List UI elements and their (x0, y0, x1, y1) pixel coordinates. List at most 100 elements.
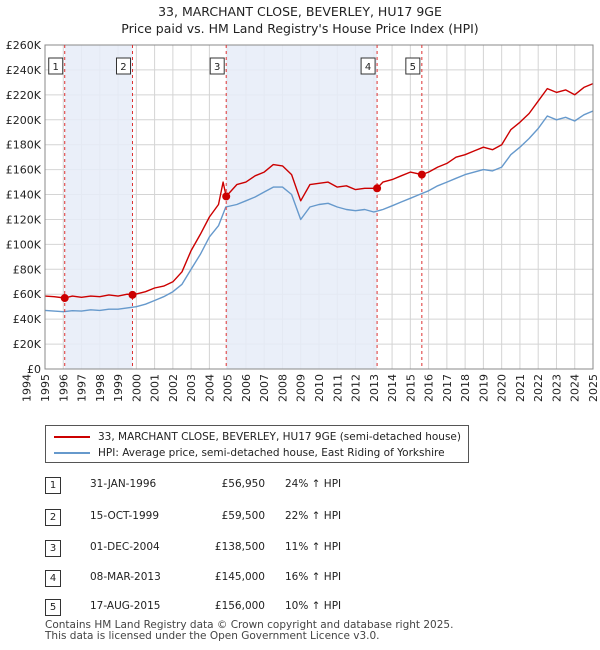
x-tick-label: 2014 (386, 374, 399, 402)
sale-hpi-delta: 22% ↑ HPI (285, 510, 342, 522)
y-tick-label: £180K (6, 139, 42, 152)
x-tick-label: 1998 (94, 374, 107, 402)
x-tick-label: 2011 (331, 374, 344, 402)
sale-point (222, 192, 231, 201)
footer-license: This data is licensed under the Open Gov… (45, 630, 380, 642)
x-tick-label: 2013 (368, 374, 381, 402)
sale-number-box: 3 (45, 540, 61, 557)
x-tick-label: 2002 (167, 374, 180, 402)
footer-copyright: Contains HM Land Registry data © Crown c… (45, 619, 454, 631)
x-tick-label: 2020 (496, 374, 509, 402)
x-tick-label: 2010 (313, 374, 326, 402)
x-tick-label: 2005 (222, 374, 235, 402)
sale-number-box: 4 (45, 570, 61, 587)
sale-price: £138,500 (214, 541, 265, 553)
y-tick-label: £80K (13, 263, 42, 276)
sale-period-band (64, 45, 133, 369)
x-tick-label: 2006 (240, 374, 253, 402)
chart-title: 33, MARCHANT CLOSE, BEVERLEY, HU17 9GE (158, 4, 442, 19)
legend-item-property: 33, MARCHANT CLOSE, BEVERLEY, HU17 9GE (… (54, 429, 461, 445)
series-line-hpi (44, 110, 594, 313)
x-tick-label: 2003 (185, 374, 198, 402)
chart-title-block: 33, MARCHANT CLOSE, BEVERLEY, HU17 9GE P… (0, 3, 600, 37)
sale-label-box (209, 57, 225, 75)
y-tick-label: £120K (6, 213, 42, 226)
table-row: 2 15-OCT-1999 £59,500 22% ↑ HPI (45, 505, 465, 529)
x-tick-label: 2021 (514, 374, 527, 402)
y-tick-label: £100K (6, 238, 42, 251)
sale-label-number: 4 (365, 62, 371, 73)
x-tick-label: 1999 (112, 374, 125, 402)
table-row: 3 01-DEC-2004 £138,500 11% ↑ HPI (45, 536, 465, 560)
sale-hpi-delta: 16% ↑ HPI (285, 571, 342, 583)
x-tick-label: 2007 (258, 374, 271, 402)
sale-point (373, 184, 382, 193)
x-tick-label: 2019 (477, 374, 490, 402)
footer: Contains HM Land Registry data © Crown c… (45, 620, 453, 642)
sale-number-box: 5 (45, 599, 61, 616)
sale-label-number: 1 (53, 62, 59, 73)
legend-label-hpi: HPI: Average price, semi-detached house,… (98, 447, 445, 459)
sale-number-box: 1 (45, 477, 61, 494)
table-row: 1 31-JAN-1996 £56,950 24% ↑ HPI (45, 473, 465, 497)
sale-label-box (48, 57, 64, 75)
sale-hpi-delta: 11% ↑ HPI (285, 541, 342, 553)
y-tick-label: £60K (13, 288, 42, 301)
table-row: 5 17-AUG-2015 £156,000 10% ↑ HPI (45, 595, 465, 619)
sale-date: 31-JAN-1996 (90, 478, 157, 490)
y-tick-label: £240K (6, 64, 42, 77)
x-tick-label: 2001 (149, 374, 162, 402)
y-tick-label: £140K (6, 189, 42, 202)
y-tick-label: £40K (13, 313, 42, 326)
chart-subtitle: Price paid vs. HM Land Registry's House … (121, 21, 479, 36)
y-tick-label: £160K (6, 164, 42, 177)
y-tick-label: £20K (13, 338, 42, 351)
sale-label-box (115, 57, 131, 75)
x-tick-label: 1997 (76, 374, 89, 402)
sale-point (128, 290, 137, 299)
sale-price: £156,000 (214, 600, 265, 612)
sale-number-box: 2 (45, 509, 61, 526)
x-tick-label: 2016 (423, 374, 436, 402)
y-tick-label: £0 (27, 363, 41, 376)
sale-date: 15-OCT-1999 (90, 510, 159, 522)
sale-label-box (405, 57, 421, 75)
legend-swatch-red (54, 436, 90, 438)
table-row: 4 08-MAR-2013 £145,000 16% ↑ HPI (45, 566, 465, 590)
sale-price: £56,950 (221, 478, 265, 490)
sale-date: 08-MAR-2013 (90, 571, 161, 583)
legend-label-property: 33, MARCHANT CLOSE, BEVERLEY, HU17 9GE (… (98, 431, 461, 443)
x-tick-label: 2004 (203, 374, 216, 402)
legend: 33, MARCHANT CLOSE, BEVERLEY, HU17 9GE (… (45, 425, 469, 463)
x-tick-label: 2009 (295, 374, 308, 402)
x-tick-label: 2018 (459, 374, 472, 402)
sale-point (60, 294, 69, 303)
y-tick-label: £200K (6, 114, 42, 127)
sale-period-band (226, 45, 378, 369)
x-tick-label: 2024 (569, 374, 582, 402)
x-tick-label: 1996 (57, 374, 70, 402)
x-tick-label: 2017 (441, 374, 454, 402)
sale-label-number: 3 (214, 62, 220, 73)
price-chart: £0 £20K £40K £60K £80K £100K £120K £140K £160K £1… (6, 39, 600, 402)
y-tick-label: £260K (6, 39, 42, 52)
sale-label-number: 5 (410, 62, 416, 73)
x-tick-label: 1994 (21, 374, 34, 402)
x-tick-label: 2000 (130, 374, 143, 402)
sale-price: £59,500 (221, 510, 265, 522)
legend-swatch-blue (54, 452, 90, 454)
sale-price: £145,000 (214, 571, 265, 583)
sale-hpi-delta: 24% ↑ HPI (285, 478, 342, 490)
sale-date: 17-AUG-2015 (90, 600, 161, 612)
x-tick-label: 2015 (404, 374, 417, 402)
sale-label-box (360, 57, 376, 75)
x-tick-label: 1995 (39, 374, 52, 402)
x-tick-label: 2025 (587, 374, 600, 402)
x-tick-label: 2022 (532, 374, 545, 402)
sale-hpi-delta: 10% ↑ HPI (285, 600, 342, 612)
y-tick-label: £220K (6, 89, 42, 102)
legend-item-hpi: HPI: Average price, semi-detached house,… (54, 445, 445, 461)
sale-label-number: 2 (120, 62, 126, 73)
sale-point (417, 170, 426, 179)
x-tick-label: 2008 (276, 374, 289, 402)
